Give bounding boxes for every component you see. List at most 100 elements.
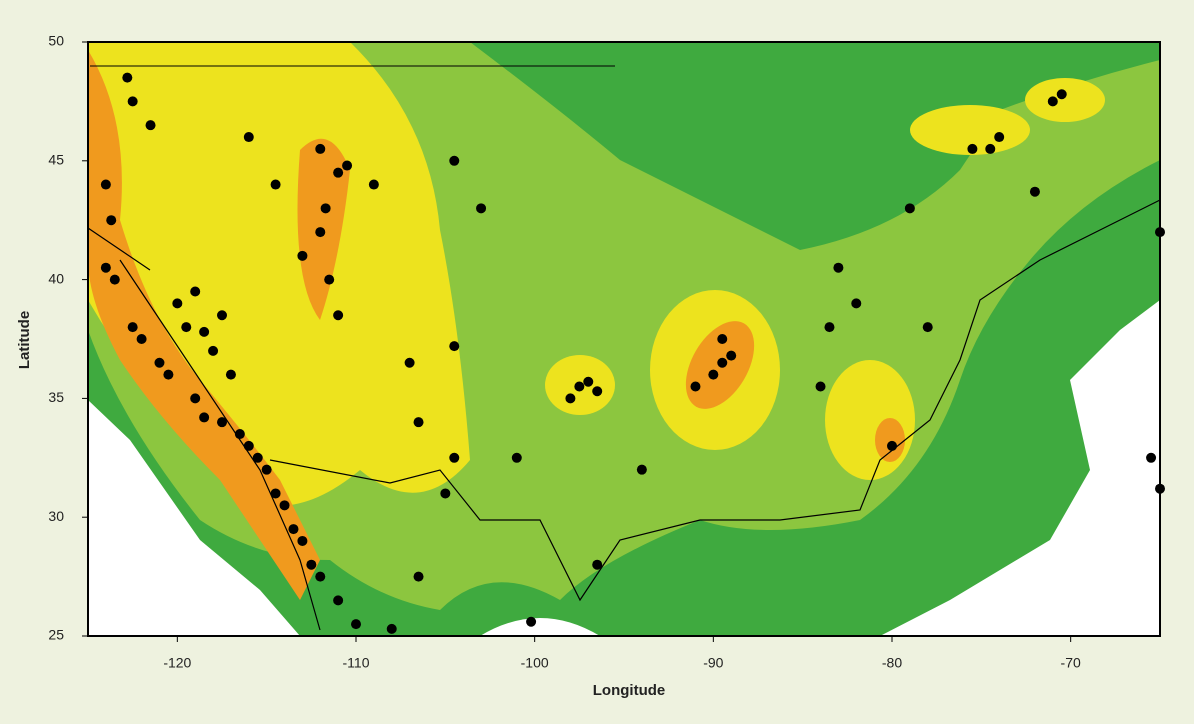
earthquake-point xyxy=(833,262,844,273)
earthquake-point xyxy=(297,535,308,546)
y-axis-label: Latitude xyxy=(16,311,33,369)
earthquake-point xyxy=(342,160,353,171)
earthquake-point xyxy=(994,132,1005,143)
earthquake-point xyxy=(511,452,522,463)
earthquake-point xyxy=(190,393,201,404)
earthquake-point xyxy=(333,167,344,178)
earthquake-point xyxy=(904,203,915,214)
x-tick-label: -70 xyxy=(1061,655,1081,671)
earthquake-point xyxy=(163,369,174,380)
earthquake-point xyxy=(100,262,111,273)
earthquake-point xyxy=(404,357,415,368)
earthquake-point xyxy=(717,357,728,368)
y-tick-label: 35 xyxy=(48,389,64,405)
earthquake-point xyxy=(1029,186,1040,197)
earthquake-point xyxy=(324,274,335,285)
earthquake-point xyxy=(449,341,460,352)
earthquake-point xyxy=(154,357,165,368)
earthquake-point xyxy=(824,322,835,333)
earthquake-point xyxy=(1047,96,1058,107)
earthquake-point xyxy=(636,464,647,475)
earthquake-point xyxy=(225,369,236,380)
earthquake-point xyxy=(234,429,245,440)
earthquake-point xyxy=(109,274,120,285)
earthquake-point xyxy=(386,623,397,634)
earthquake-point xyxy=(922,322,933,333)
earthquake-point xyxy=(592,559,603,570)
earthquake-point xyxy=(315,571,326,582)
y-tick-label: 45 xyxy=(48,152,64,168)
earthquake-point xyxy=(726,350,737,361)
earthquake-point xyxy=(127,96,138,107)
earthquake-point xyxy=(315,227,326,238)
earthquake-point xyxy=(145,120,156,131)
earthquake-point xyxy=(717,334,728,344)
earthquake-point xyxy=(297,250,308,261)
earthquake-point xyxy=(270,179,281,190)
earthquake-point xyxy=(851,298,862,309)
earthquake-point xyxy=(217,310,227,321)
x-tick-label: -110 xyxy=(343,655,370,671)
earthquake-point xyxy=(306,559,317,570)
earthquake-point xyxy=(252,452,263,463)
earthquake-point xyxy=(100,179,111,190)
earthquake-point xyxy=(106,215,117,226)
earthquake-point xyxy=(413,571,424,582)
earthquake-point xyxy=(190,286,201,297)
earthquake-point xyxy=(449,452,460,463)
earthquake-point xyxy=(172,298,183,309)
earthquake-point xyxy=(181,322,192,333)
earthquake-point xyxy=(815,381,826,392)
earthquake-point xyxy=(333,595,344,606)
earthquake-point xyxy=(279,500,290,511)
earthquake-point xyxy=(199,326,210,337)
earthquake-point xyxy=(413,417,424,428)
earthquake-point xyxy=(985,143,996,154)
y-tick-label: 25 xyxy=(48,627,64,643)
earthquake-point xyxy=(476,203,487,214)
earthquake-point xyxy=(122,72,133,83)
earthquake-point xyxy=(967,143,978,154)
earthquake-point xyxy=(351,619,361,630)
y-tick-label: 30 xyxy=(48,508,64,524)
earthquake-point xyxy=(136,334,147,344)
x-tick-label: -120 xyxy=(163,655,191,671)
earthquake-point xyxy=(243,132,254,143)
earthquake-point xyxy=(887,440,897,451)
earthquake-point xyxy=(1155,227,1165,238)
earthquake-point xyxy=(127,322,138,333)
earthquake-point xyxy=(208,345,219,356)
plot-frame xyxy=(87,41,1161,637)
earthquake-point xyxy=(261,464,272,475)
earthquake-point xyxy=(315,143,326,154)
earthquake-point xyxy=(449,155,460,166)
earthquake-point xyxy=(1146,452,1157,463)
x-tick-label: -90 xyxy=(703,655,723,671)
x-axis-label: Longitude xyxy=(593,682,665,699)
earthquake-point xyxy=(1056,89,1067,100)
earthquake-point xyxy=(333,310,344,321)
y-tick-label: 50 xyxy=(48,33,64,49)
earthquake-point xyxy=(368,179,379,190)
earthquake-point xyxy=(1155,483,1165,494)
x-tick-label: -100 xyxy=(521,655,549,671)
earthquake-point xyxy=(199,412,210,423)
earthquake-point xyxy=(270,488,281,499)
x-tick-label: -80 xyxy=(882,655,902,671)
earthquake-point xyxy=(243,440,254,451)
earthquake-point xyxy=(217,417,227,428)
hazard-map xyxy=(88,42,1160,636)
earthquake-point xyxy=(440,488,451,499)
earthquake-point xyxy=(565,393,576,404)
earthquake-point xyxy=(526,616,537,627)
earthquake-point xyxy=(320,203,331,214)
earthquake-point xyxy=(288,524,299,535)
earthquake-point xyxy=(708,369,719,380)
earthquake-point xyxy=(574,381,585,392)
earthquake-point xyxy=(583,376,594,387)
earthquake-point xyxy=(690,381,701,392)
y-tick-label: 40 xyxy=(48,270,64,286)
earthquake-point xyxy=(592,386,603,397)
